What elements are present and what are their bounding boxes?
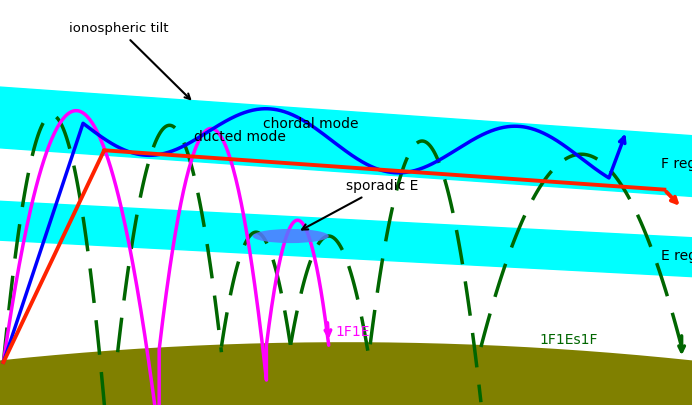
Text: 1F1Es1F: 1F1Es1F: [540, 333, 599, 347]
Text: ionospheric tilt: ionospheric tilt: [69, 22, 190, 99]
Text: sporadic E: sporadic E: [302, 179, 419, 230]
Text: F region: F region: [661, 157, 692, 171]
Ellipse shape: [253, 229, 329, 243]
Text: ducted mode: ducted mode: [194, 130, 286, 144]
Text: E region: E region: [661, 249, 692, 262]
Text: 1F1E: 1F1E: [336, 325, 370, 339]
Text: chordal mode: chordal mode: [263, 117, 358, 131]
